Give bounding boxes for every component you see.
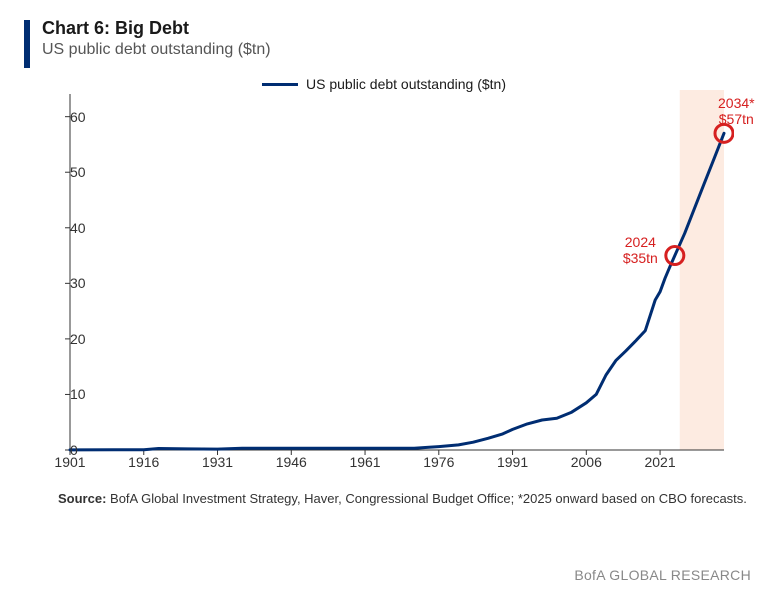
source-label: Source: [58, 491, 106, 506]
y-tick-label: 50 [70, 164, 76, 180]
brand-mark: BofA GLOBAL RESEARCH [574, 567, 751, 583]
legend-label: US public debt outstanding ($tn) [306, 76, 506, 92]
annotation-label: 2034*$57tn [718, 95, 755, 127]
x-tick-label: 1976 [423, 450, 454, 470]
x-tick-label: 2021 [644, 450, 675, 470]
x-tick-label: 1901 [54, 450, 85, 470]
annotation-label: 2024$35tn [623, 234, 658, 266]
x-tick-label: 2006 [571, 450, 602, 470]
chart-legend: US public debt outstanding ($tn) [262, 76, 506, 92]
series-line [70, 133, 724, 450]
y-tick-label: 40 [70, 220, 76, 236]
x-tick-label: 1916 [128, 450, 159, 470]
x-tick-label: 1991 [497, 450, 528, 470]
y-tick-label: 10 [70, 386, 76, 402]
x-tick-label: 1931 [202, 450, 233, 470]
source-text: BofA Global Investment Strategy, Haver, … [110, 491, 747, 506]
source-block: Source: BofA Global Investment Strategy,… [58, 490, 751, 508]
axes [70, 94, 724, 450]
title-block: Chart 6: Big Debt US public debt outstan… [24, 18, 751, 68]
x-tick-label: 1946 [276, 450, 307, 470]
chart-svg [34, 76, 734, 476]
forecast-band [680, 90, 724, 450]
y-tick-label: 30 [70, 275, 76, 291]
chart-subtitle: US public debt outstanding ($tn) [42, 41, 271, 59]
y-tick-label: 20 [70, 331, 76, 347]
y-tick-label: 60 [70, 109, 76, 125]
legend-line-swatch [262, 83, 298, 86]
chart-area: US public debt outstanding ($tn) 0102030… [34, 76, 734, 476]
accent-bar [24, 20, 30, 68]
x-tick-label: 1961 [349, 450, 380, 470]
chart-title: Chart 6: Big Debt [42, 18, 271, 39]
